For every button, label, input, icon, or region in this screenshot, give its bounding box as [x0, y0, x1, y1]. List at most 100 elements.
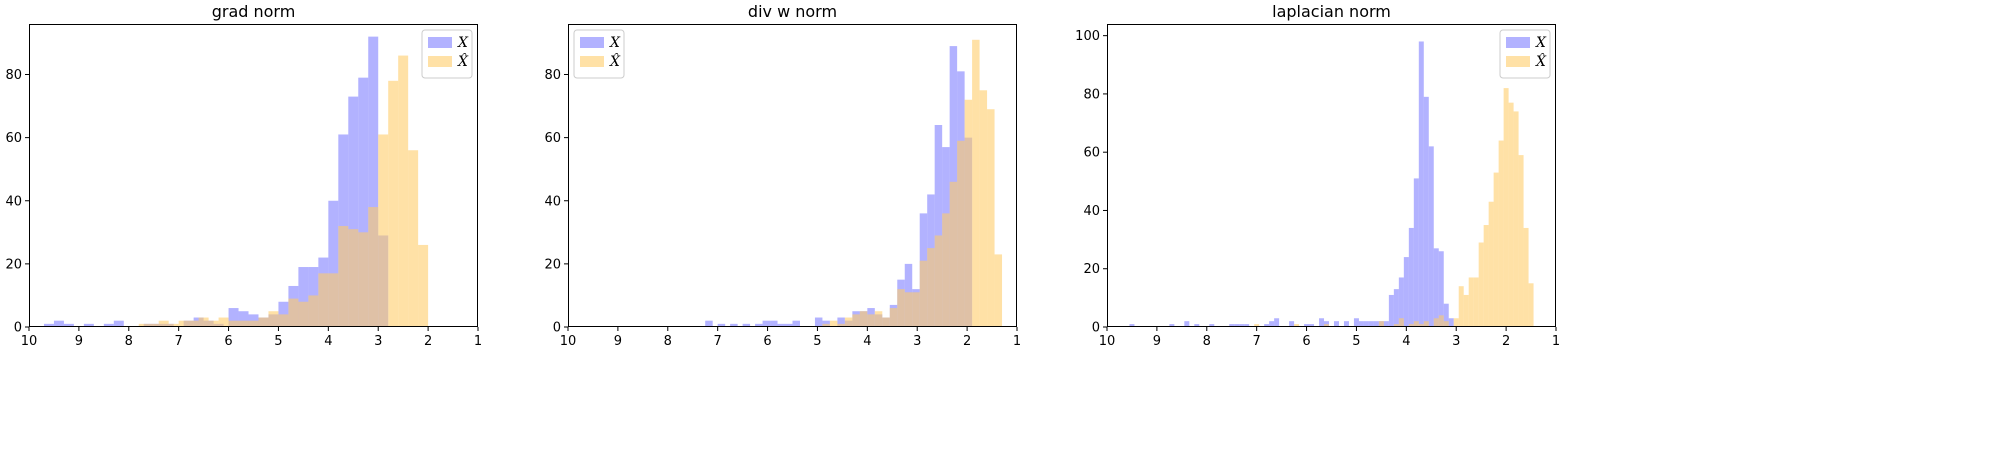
legend: X X̂	[421, 29, 473, 79]
bar-x-4	[755, 323, 763, 327]
y-tick-label: 20	[544, 257, 561, 272]
bar-xhat-1	[1294, 324, 1300, 327]
bar-xhat-3	[844, 317, 853, 327]
bar-xhat-24	[378, 134, 389, 327]
bar-x-33	[1423, 96, 1429, 327]
bar-xhat-22	[1498, 140, 1504, 327]
bar-x-10	[814, 317, 823, 327]
bar-xhat-11	[248, 320, 259, 327]
x-tick-label: 4	[324, 334, 332, 349]
bar-xhat-6	[867, 314, 875, 327]
legend-label-x: X	[1535, 35, 1547, 51]
bar-xhat-28	[1528, 283, 1534, 327]
bar-x-12	[1289, 321, 1295, 327]
bar-x-29	[1403, 257, 1409, 327]
bar-xhat-28	[418, 244, 429, 327]
x-tick-label: 9	[75, 334, 83, 349]
bar-x-21	[1363, 321, 1369, 327]
bar-x-14	[1309, 324, 1315, 327]
bar-xhat-17	[949, 181, 958, 327]
bar-xhat-2	[837, 323, 845, 327]
bar-x-37	[1443, 303, 1449, 327]
bar-x-9	[792, 320, 800, 327]
bar-x-6	[1234, 324, 1240, 327]
bars-layer	[43, 36, 429, 327]
x-tick-label: 6	[1302, 334, 1310, 349]
x-tick-label: 2	[963, 334, 971, 349]
y-tick-label: 80	[1083, 87, 1100, 102]
x-tick-label: 2	[1502, 334, 1510, 349]
bar-x-0	[1129, 324, 1135, 327]
bar-x-8	[785, 323, 793, 327]
x-tick-label: 7	[175, 334, 183, 349]
bar-x-7	[777, 323, 786, 327]
bar-xhat-23	[994, 254, 1003, 327]
bar-x-19	[1353, 318, 1359, 327]
x-tick-label: 5	[274, 334, 282, 349]
bar-x-22	[1368, 321, 1374, 327]
y-tick-label: 40	[544, 194, 561, 209]
bar-xhat-10	[897, 289, 905, 327]
bar-x-15	[1319, 318, 1325, 327]
bar-x-5	[1229, 324, 1235, 327]
x-tick-label: 9	[614, 334, 622, 349]
bar-x-27	[368, 36, 379, 327]
y-tick-label: 60	[1083, 146, 1100, 161]
bar-x-5	[113, 320, 124, 327]
bar-xhat-8	[882, 317, 890, 327]
x-tick-label: 3	[1452, 334, 1460, 349]
y-tick-label: 80	[544, 68, 561, 83]
bar-x-11	[1274, 318, 1280, 327]
bar-x-25	[348, 96, 359, 327]
bar-x-34	[1428, 146, 1434, 327]
bar-x-4	[103, 323, 114, 327]
bar-x-2	[63, 323, 74, 327]
bar-xhat-11	[904, 292, 913, 327]
bar-xhat-0	[1254, 324, 1260, 327]
bar-xhat-13	[1453, 318, 1459, 327]
bar-x-13	[1304, 324, 1310, 327]
bar-xhat-9	[228, 320, 239, 327]
x-tick-label: 1	[474, 334, 482, 349]
y-tick-label: 60	[5, 131, 22, 146]
legend-swatch-x	[1506, 37, 1530, 48]
axes-frame	[29, 24, 478, 327]
panel-title: laplacian norm	[1272, 2, 1391, 21]
bar-x-31	[1413, 178, 1419, 327]
bar-xhat-27	[1523, 227, 1529, 327]
bar-x-2	[730, 323, 738, 327]
bar-xhat-20	[1488, 201, 1494, 327]
bar-xhat-9	[889, 308, 898, 327]
x-tick-label: 2	[424, 334, 432, 349]
bar-xhat-23	[368, 207, 379, 327]
bar-xhat-27	[408, 150, 419, 327]
bar-xhat-13	[268, 311, 279, 327]
bar-xhat-25	[1513, 111, 1519, 328]
axes-frame	[568, 24, 1017, 327]
x-tick-label: 5	[813, 334, 821, 349]
bar-x-0	[705, 320, 713, 327]
bar-x-26	[358, 77, 369, 327]
bar-xhat-14	[1458, 286, 1464, 327]
bar-x-14	[238, 311, 249, 327]
bar-xhat-0	[822, 323, 830, 327]
bar-xhat-18	[1478, 242, 1484, 327]
bar-xhat-9	[1423, 321, 1429, 327]
bar-xhat-19	[1483, 225, 1489, 327]
legend-label-x: X	[457, 35, 469, 51]
bar-x-10	[1269, 321, 1275, 327]
bar-xhat-10	[238, 320, 249, 327]
y-tick-label: 40	[1083, 204, 1100, 219]
bar-xhat-2	[1324, 324, 1330, 327]
y-tick-label: 80	[5, 68, 22, 83]
bar-xhat-7	[874, 311, 883, 327]
bar-xhat-19	[328, 273, 339, 327]
bar-x-23	[1373, 321, 1379, 327]
y-tick-label: 0	[553, 321, 561, 336]
bar-xhat-20	[972, 39, 980, 327]
bar-xhat-12	[912, 292, 920, 327]
bar-x-18	[1343, 321, 1349, 327]
panel-title: grad norm	[212, 2, 296, 21]
x-tick-label: 7	[714, 334, 722, 349]
bar-xhat-16	[1468, 277, 1474, 327]
